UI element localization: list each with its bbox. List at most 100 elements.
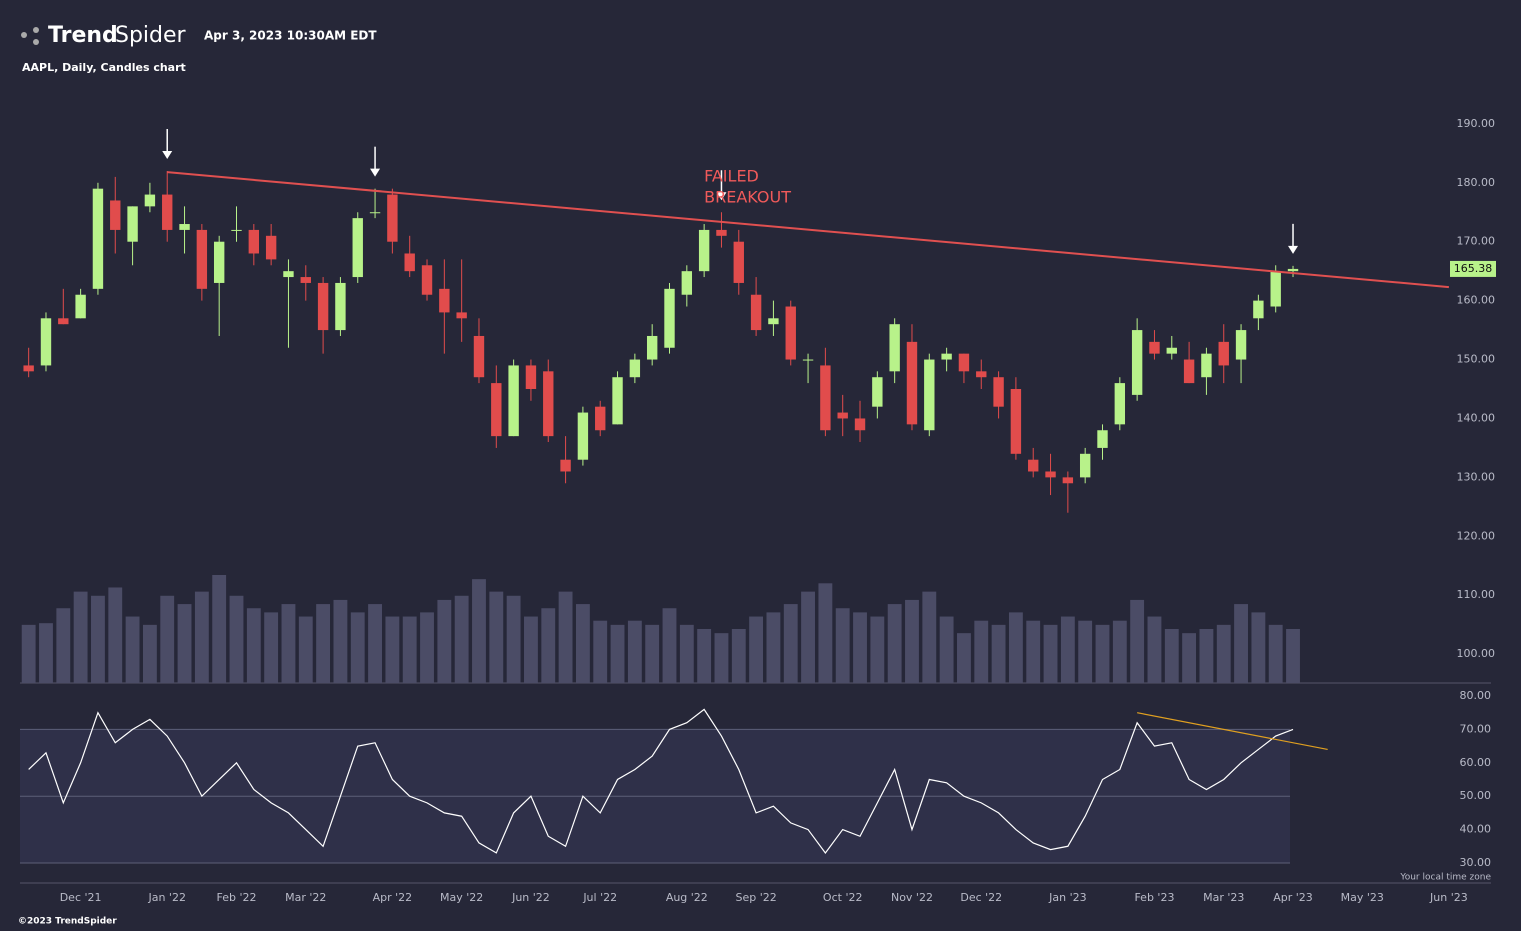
candle-body [560,459,571,472]
candle-body [785,306,796,360]
volume-bar [610,624,625,683]
candle-body [525,365,537,389]
volume-bar [887,604,902,683]
x-tick-label: Dec '21 [60,891,102,904]
candle-body [1079,453,1091,478]
x-tick-label: Feb '23 [1134,891,1174,904]
volume-bar [437,599,452,683]
volume-bar [766,612,781,683]
volume-bar [627,620,642,683]
logo-icon [33,39,39,45]
x-tick-label: May '23 [1341,891,1384,904]
volume-bar [679,624,694,683]
arrow-head [162,151,173,160]
volume-bar [645,624,660,683]
candle-body [144,194,156,207]
y-tick-label: 140.00 [1457,411,1496,424]
volume-bar [662,608,677,683]
volume-bar [749,616,764,683]
rsi-tick-label: 30.00 [1460,856,1492,869]
volume-bar [939,616,954,683]
candle-body [1028,459,1039,472]
candle-body [421,265,433,295]
volume-bar [21,624,36,683]
candle-body [179,224,190,230]
subtitle: AAPL, Daily, Candles chart [22,61,186,74]
volume-bar [1182,633,1197,683]
candle-body [473,335,485,378]
candle-body [750,294,762,331]
x-tick-label: Apr '23 [1273,891,1313,904]
y-tick-label: 150.00 [1457,353,1496,366]
x-tick-label: Jun '22 [511,891,550,904]
candle-body [1062,477,1074,484]
volume-bar [298,616,313,683]
x-tick-label: Dec '22 [960,891,1002,904]
volume-bar [316,604,331,683]
x-tick-label: Mar '23 [1203,891,1244,904]
volume-bar [905,599,919,683]
x-tick-label: Jan '23 [1048,891,1086,904]
candle-body [716,229,727,236]
volume-bar [1199,629,1214,683]
volume-bar [524,616,538,683]
x-tick-label: Oct '22 [823,891,863,904]
logo-icon [33,27,39,33]
x-tick-label: May '22 [440,891,483,904]
arrow-head [370,168,381,177]
volume-bar [1078,620,1093,683]
volume-bar [835,608,850,683]
volume-bar [558,591,573,683]
logo-light: Spider [115,23,187,48]
candle-body [768,318,779,325]
copyright: ©2023 TrendSpider [18,917,117,927]
volume-bar [1008,612,1023,683]
volume-bar [853,612,867,683]
candle-body [1201,353,1212,378]
candle-body [664,288,675,348]
volume-bar [39,623,53,683]
candle-body [681,271,693,295]
trendline [167,171,1449,289]
candle-body [1045,471,1056,478]
volume-bar [870,616,885,683]
candle-body [92,188,104,289]
volume-bar [56,608,71,683]
y-tick-label: 120.00 [1457,529,1496,542]
volume-bar [801,591,815,683]
candle-body [1253,300,1264,319]
y-tick-label: 160.00 [1457,294,1496,307]
volume-bar [1112,620,1127,683]
volume-bar [142,624,157,683]
volume-bar [506,595,521,683]
candle-body [629,359,641,378]
candle-body [577,412,589,460]
volume-bar [731,629,746,683]
candle-body [508,365,519,437]
candle-body [1218,341,1229,366]
volume-bar [125,616,140,683]
candle-body [23,365,34,372]
volume-bar [1060,616,1075,683]
candle-body [941,353,952,360]
candle-body [265,235,277,260]
volume-bar [922,591,937,683]
candle-body [646,335,658,360]
candle-body [543,371,554,437]
candle-body [837,412,848,419]
x-tick-label: Aug '22 [666,891,708,904]
volume-bar [575,604,590,683]
volume-bar [177,604,192,683]
y-tick-label: 170.00 [1457,235,1496,248]
volume-bar [385,616,400,683]
candle-body [75,294,86,319]
candle-body [213,241,225,283]
volume-bar [212,575,227,683]
rsi-tick-label: 70.00 [1460,722,1492,735]
volume-bar [1043,624,1058,683]
volume-bar [1268,624,1283,683]
candle-body [162,194,173,230]
volume-bar [1234,604,1248,683]
volume-bar [974,620,989,683]
candle-body [698,229,710,272]
